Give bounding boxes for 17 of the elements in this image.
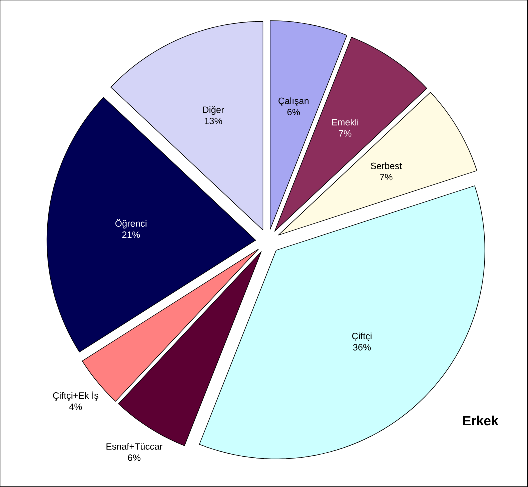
data-label: 4% xyxy=(69,404,82,410)
data-label: 13% xyxy=(205,118,222,124)
slice-label: Çalışan xyxy=(278,97,309,106)
text: Erkek xyxy=(463,416,499,426)
data-label: 7% xyxy=(339,130,352,137)
slice-label: Diğer xyxy=(203,106,224,115)
data-label: 21% xyxy=(122,232,140,238)
slice-label: Çiftçi+Ek İş xyxy=(53,390,99,401)
data-label: 7% xyxy=(380,174,393,180)
data-label: 6% xyxy=(128,454,141,462)
data-label: 6% xyxy=(288,108,300,116)
slice-label: Emekli xyxy=(332,118,358,126)
slice-label: Serbest xyxy=(371,162,402,170)
slice-label: Esnaf+Tüccar xyxy=(106,443,163,450)
slice-label: Çiftçi xyxy=(352,332,372,342)
slice-label: Öğrenci xyxy=(116,219,147,229)
data-label: 36% xyxy=(353,344,372,351)
